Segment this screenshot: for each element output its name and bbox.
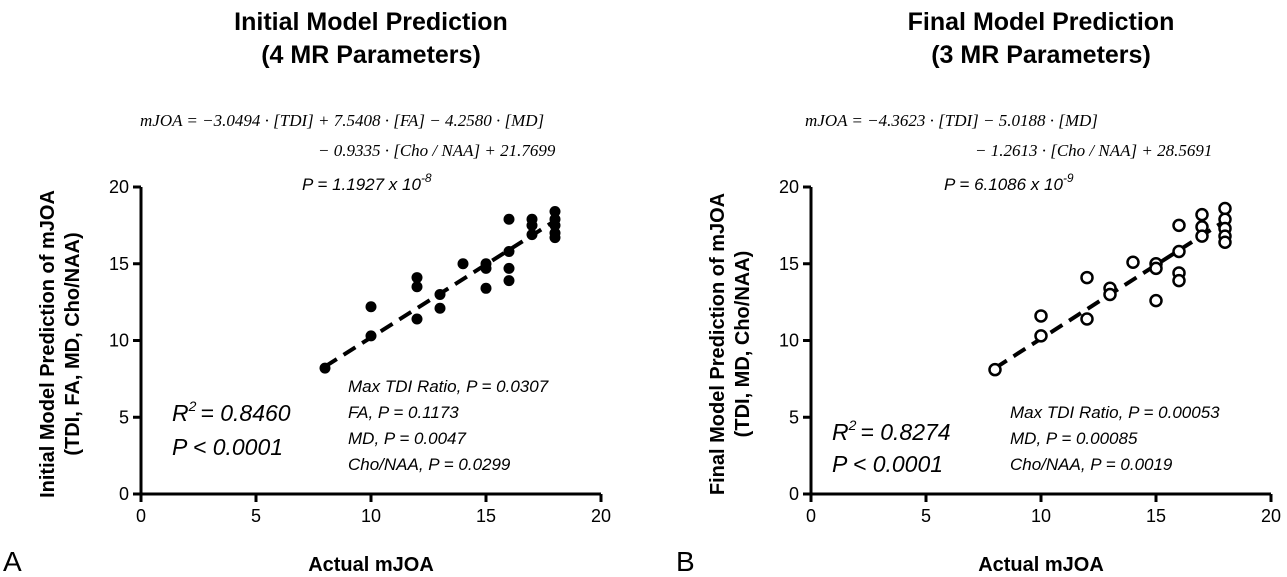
panel-b-ylabel-line2: (TDI, MD, Cho/NAA): [732, 251, 754, 438]
panel-b-y-tick-label: 0: [789, 484, 799, 504]
panel-a-x-tick-label: 15: [476, 506, 496, 526]
panel-b-data-point: [1172, 273, 1186, 288]
panel-b-equation-line1: mJOA = −4.3623 · [TDI] − 5.0188 · [MD]: [805, 111, 1098, 130]
panel-a-param-3: MD, P = 0.0047: [348, 429, 467, 448]
panel-b-data-point: [1172, 244, 1186, 259]
panel-a-y-tick-label: 20: [109, 177, 129, 197]
panel-a-ylabel-line1: Initial Model Prediction of mJOA: [37, 190, 59, 498]
panel-a-data-point: [503, 275, 515, 287]
panel-a-data-point: [549, 206, 561, 218]
panel-b-data-point: [1195, 207, 1209, 222]
panel-a-letter: A: [3, 546, 22, 577]
panel-b-letter: B: [676, 546, 695, 577]
panel-a-data-point: [434, 288, 446, 300]
panel-b-y-tick-label: 10: [779, 331, 799, 351]
panel-a-x-tick-label: 0: [136, 506, 146, 526]
panel-a-param-1: Max TDI Ratio, P = 0.0307: [348, 377, 549, 396]
panel-b-p-text: P < 0.0001: [832, 451, 943, 477]
panel-a-y-tick-label: 10: [109, 331, 129, 351]
panel-a-data-point: [365, 301, 377, 313]
panel-a-title-line2: (4 MR Parameters): [261, 41, 481, 69]
panel-a-data-point: [319, 362, 331, 374]
panel-a-xlabel: Actual mJOA: [308, 554, 434, 576]
panel-b-r2: R2 = 0.8274: [832, 417, 951, 445]
panel-b-y-tick-label: 15: [779, 254, 799, 274]
panel-a-equation-line1: mJOA = −3.0494 · [TDI] + 7.5408 · [FA] −…: [140, 111, 544, 130]
panel-b-data-point: [1172, 218, 1186, 233]
panel-a-plot: 0 5 10 15 20 0 5 10 15 20: [109, 177, 611, 526]
panel-a-p-value: P = 1.1927 x 10-8: [302, 171, 432, 194]
panel-b-x-tick-label: 20: [1261, 506, 1281, 526]
panel-a-data-point: [365, 330, 377, 342]
panel-b-x-tick-label: 5: [921, 506, 931, 526]
panel-b-data-point: [1149, 293, 1163, 308]
panel-b-data-point: [1149, 261, 1163, 276]
panel-a-y-tick-label: 0: [119, 484, 129, 504]
panel-a-y-tick-label: 15: [109, 254, 129, 274]
panel-b-x-tick-label: 0: [806, 506, 816, 526]
panel-a-title-line1: Initial Model Prediction: [234, 8, 508, 36]
panel-b-y-tick-label: 5: [789, 407, 799, 427]
panel-b-plot: 0 5 10 15 20 0 5 10 15 20: [779, 177, 1281, 526]
panel-a-x-tick-label: 5: [251, 506, 261, 526]
panel-b-param-3: Cho/NAA, P = 0.0019: [1010, 455, 1173, 474]
panel-b-data-point: [1080, 270, 1094, 285]
panel-a-data-point: [480, 282, 492, 294]
panel-b-param-2: MD, P = 0.00085: [1010, 429, 1138, 448]
panel-a-data-point: [503, 213, 515, 225]
panel-a-x-tick-label: 10: [361, 506, 381, 526]
panel-a-data-point: [480, 262, 492, 274]
panel-b-data-point: [1195, 229, 1209, 243]
panel-a-data-point: [503, 262, 515, 274]
panel-a-data-point: [457, 258, 469, 270]
panel-a-param-4: Cho/NAA, P = 0.0299: [348, 455, 511, 474]
panel-b-data-point: [1218, 201, 1232, 216]
panel-b-p-value: P = 6.1086 x 10-9: [944, 171, 1074, 194]
panel-b-data-point: [988, 362, 1002, 377]
panel-a-data-point: [411, 272, 423, 284]
panel-b-x-tick-label: 10: [1031, 506, 1051, 526]
panel-b-xlabel: Actual mJOA: [978, 554, 1104, 576]
panel-b-equation-line2: − 1.2613 · [Cho / NAA] + 28.5691: [975, 141, 1212, 160]
panel-a-param-2: FA, P = 0.1173: [348, 403, 459, 422]
panel-b: Final Model Prediction (3 MR Parameters)…: [676, 8, 1281, 577]
panel-b-ylabel-line1: Final Model Prediction of mJOA: [707, 193, 729, 495]
panel-b-data-point: [1080, 312, 1094, 326]
panel-b-param-1: Max TDI Ratio, P = 0.00053: [1010, 403, 1220, 422]
panel-a-data-point: [434, 302, 446, 314]
panel-b-data-point: [1034, 309, 1048, 323]
panel-b-title-line1: Final Model Prediction: [908, 8, 1175, 36]
panel-b-data-point: [1034, 329, 1048, 343]
panel-b-data-point: [1218, 235, 1232, 250]
panel-b-y-tick-label: 20: [779, 177, 799, 197]
panel-a-ylabel-line2: (TDI, FA, MD, Cho/NAA): [62, 232, 84, 455]
panel-b-data-point: [1103, 287, 1117, 302]
panel-b-x-tick-label: 15: [1146, 506, 1166, 526]
panel-b-data-point: [1126, 255, 1140, 269]
panel-a-data-point: [503, 245, 515, 257]
panel-a-y-tick-label: 5: [119, 407, 129, 427]
panel-a-data-point: [526, 229, 538, 241]
panel-a-data-point: [411, 281, 423, 293]
panel-a-p-text: P < 0.0001: [172, 434, 283, 460]
panel-a-equation-line2: − 0.9335 · [Cho / NAA] + 21.7699: [318, 141, 556, 160]
panel-a: Initial Model Prediction (4 MR Parameter…: [3, 8, 611, 577]
panel-a-data-point: [549, 219, 561, 231]
panel-a-data-point: [526, 219, 538, 231]
panel-a-r2: R2 = 0.8460: [172, 398, 291, 426]
panel-a-x-tick-label: 20: [591, 506, 611, 526]
panel-a-data-point: [411, 313, 423, 325]
panel-a-data-point: [549, 232, 561, 244]
panel-b-title-line2: (3 MR Parameters): [931, 41, 1151, 69]
